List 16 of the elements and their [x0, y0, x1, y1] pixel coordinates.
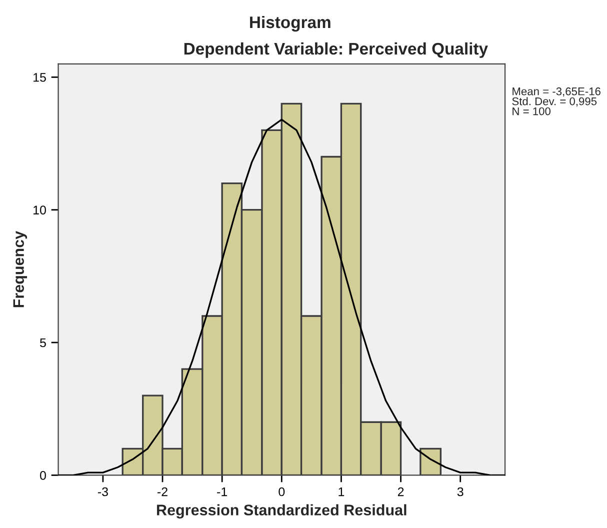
y-tick-label: 5 — [40, 338, 46, 348]
chart-subtitle: Dependent Variable: Perceived Quality — [184, 42, 488, 58]
chart-title: Histogram — [250, 16, 330, 32]
x-tick-label: -3 — [98, 487, 108, 496]
y-tick-label: 15 — [34, 73, 46, 82]
x-tick-label: 1 — [338, 487, 344, 496]
x-axis-title: Regression Standardized Residual — [157, 504, 406, 519]
x-tick-label: 3 — [457, 487, 464, 496]
y-axis-title: Frequency — [13, 230, 28, 308]
x-tick-label: -1 — [217, 487, 228, 496]
x-tick-label: 0 — [278, 487, 285, 496]
x-tick-label: -2 — [158, 487, 168, 496]
x-tick-label: 2 — [398, 487, 404, 496]
y-tick-label: 10 — [34, 206, 46, 214]
y-tick-label: 0 — [40, 471, 46, 480]
text: Mean = -3,65E-16 Std. Dev. = 0,995 N = 100 — [512, 87, 600, 116]
